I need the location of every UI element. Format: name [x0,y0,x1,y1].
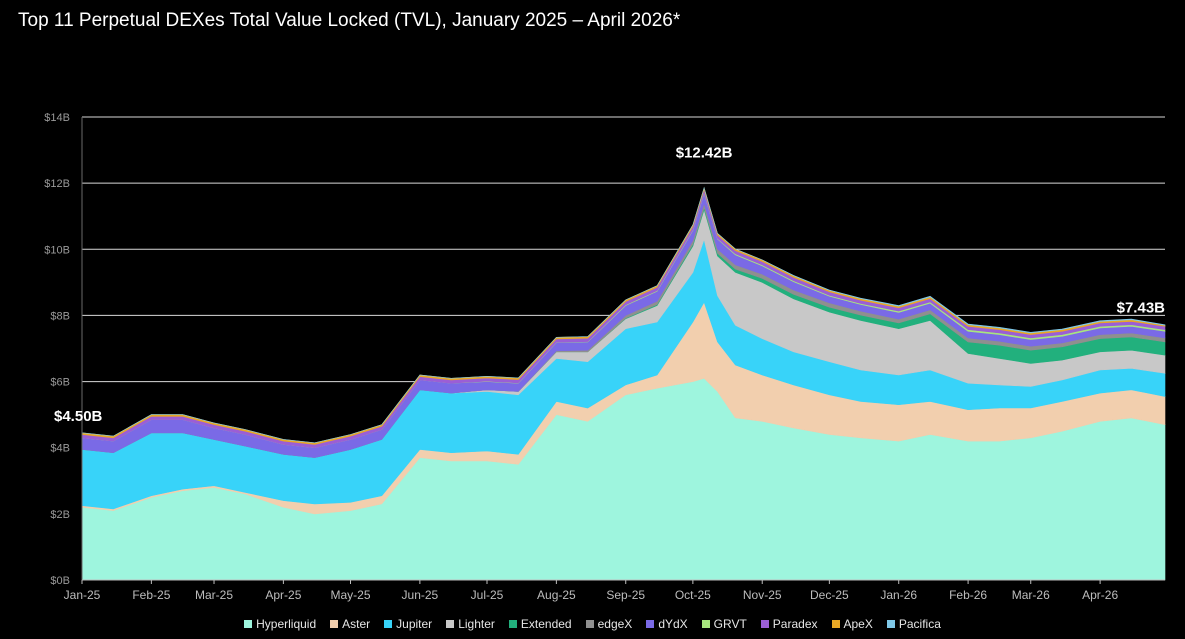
y-tick-label: $4B [50,443,70,455]
legend-label: edgeX [597,617,633,631]
legend-label: GRVT [713,617,747,631]
legend-item: dYdX [646,617,688,631]
legend-item: Jupiter [384,617,432,631]
legend-item: Extended [508,617,572,631]
x-tick-label: Jan-26 [880,588,917,602]
x-tick-label: May-25 [331,588,371,602]
legend-label: Aster [342,617,371,631]
legend-label: Hyperliquid [256,617,317,631]
x-tick-label: Feb-26 [949,588,987,602]
x-tick-label: Mar-26 [1012,588,1050,602]
legend-swatch [701,620,710,628]
x-tick-label: Feb-25 [132,588,170,602]
legend-item: GRVT [701,617,747,631]
y-tick-label: $0B [50,575,70,587]
legend-item: Paradex [760,617,818,631]
x-tick-label: Jul-25 [471,588,504,602]
legend-swatch [244,620,253,628]
legend-swatch [446,620,455,628]
y-tick-label: $10B [44,244,70,256]
legend-label: Lighter [458,617,495,631]
legend-label: Paradex [772,617,818,631]
x-tick-label: Oct-25 [675,588,711,602]
annotations: $4.50B $12.42B $7.43B [54,144,1165,425]
x-axis: Jan-25 Feb-25 Mar-25 Apr-25 May-25 Jun-25 Jul-… [64,579,1165,602]
x-tick-label: Jun-25 [402,588,439,602]
x-tick-label: Dec-25 [810,588,849,602]
legend-swatch [646,620,655,628]
x-tick-label: Mar-25 [195,588,233,602]
legend-label: ApeX [843,617,873,631]
legend-item: Pacifica [886,617,941,631]
legend-label: dYdX [658,617,688,631]
x-tick-label: Jan-25 [64,588,101,602]
x-tick-label: Apr-25 [265,588,301,602]
legend-label: Pacifica [898,617,941,631]
y-tick-label: $8B [50,310,70,322]
legend: Hyperliquid Aster Jupiter Lighter Extended ed… [0,617,1185,631]
x-tick-label: Sep-25 [606,588,645,602]
legend-swatch [585,620,594,628]
x-tick-label: Nov-25 [743,588,782,602]
stacked-areas [81,186,1166,581]
legend-swatch [831,620,840,628]
chart-title: Top 11 Perpetual DEXes Total Value Locke… [18,10,681,31]
legend-label: Extended [520,617,572,631]
y-tick-label: $12B [44,178,70,190]
legend-item: Lighter [446,617,495,631]
area-pacifica [81,186,1166,444]
annotation-label: $7.43B [1117,299,1166,316]
legend-swatch [508,620,517,628]
x-tick-label: Apr-26 [1082,588,1118,602]
legend-item: Aster [330,617,370,631]
legend-item: Hyperliquid [244,617,316,631]
legend-swatch [760,620,769,628]
y-tick-label: $6B [50,377,70,389]
annotation-label: $12.42B [676,144,733,161]
legend-item: edgeX [585,617,633,631]
annotation-label: $4.50B [54,408,103,425]
legend-swatch [886,620,895,628]
y-tick-label: $14B [44,112,70,124]
x-tick-label: Aug-25 [537,588,576,602]
y-tick-label: $2B [50,509,70,521]
legend-item: ApeX [831,617,873,631]
legend-swatch [330,620,339,628]
y-axis: $0B $2B $4B $6B $8B $10B $12B $14B [44,112,83,587]
legend-swatch [384,620,393,628]
legend-label: Jupiter [396,617,433,631]
